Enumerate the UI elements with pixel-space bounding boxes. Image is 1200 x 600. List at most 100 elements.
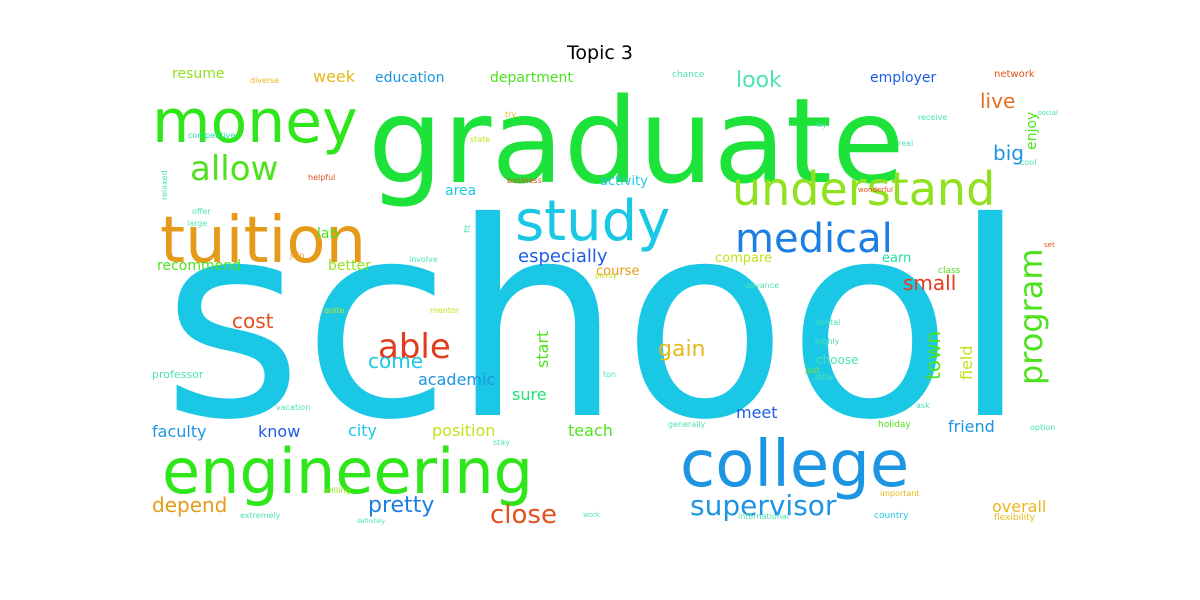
word-competitive: competitive [188, 131, 236, 140]
word-medical: medical [735, 216, 893, 262]
word-college: college [680, 428, 909, 502]
word-set: set [1044, 241, 1055, 249]
word-class: class [938, 266, 961, 276]
word-try: try [505, 110, 516, 119]
word-meet: meet [736, 403, 778, 422]
word-allow: allow [190, 149, 278, 189]
word-generally: generally [668, 420, 706, 429]
word-depend: depend [152, 493, 227, 517]
word-extremely: extremely [240, 511, 281, 520]
word-lab: lab [317, 226, 338, 242]
word-engineering: engineering [162, 435, 533, 508]
word-department: department [490, 70, 573, 86]
word-especially: especially [518, 246, 608, 267]
word-real: real [898, 139, 913, 148]
word-area: area [445, 183, 476, 199]
word-quite: quite [324, 306, 345, 315]
word-graduate: graduate [368, 72, 905, 210]
word-pretty: pretty [368, 493, 434, 518]
word-close: close [490, 500, 557, 530]
word-city: city [348, 421, 377, 440]
word-look: look [736, 68, 782, 93]
word-ask: ask [916, 401, 930, 410]
word-involve: involve [409, 255, 438, 264]
word-option: option [1030, 423, 1055, 432]
word-little: little [815, 373, 833, 382]
word-compare: compare [715, 251, 772, 266]
word-work: work [583, 511, 601, 519]
word-course: course [596, 264, 639, 279]
word-offer: offer [192, 207, 211, 216]
word-tuition: tuition [160, 204, 366, 278]
word-start: start [533, 331, 552, 368]
word-position: position [432, 421, 495, 440]
word-important: important [880, 489, 920, 498]
word-recommend: recommend [157, 258, 241, 274]
word-resume: resume [172, 66, 224, 82]
word-advance: advance [745, 281, 779, 290]
word-activity: activity [600, 174, 648, 189]
word-field: field [957, 345, 976, 380]
word-holiday: holiday [878, 420, 911, 430]
word-mentor: mentor [430, 306, 460, 315]
word-understand: understand [732, 162, 995, 216]
word-program: program [1012, 248, 1050, 385]
word-faculty: faculty [152, 422, 207, 441]
word-chance: chance [672, 70, 705, 80]
word-join: join [289, 251, 304, 260]
word-supervisor: supervisor [690, 489, 837, 522]
word-enjoy: enjoy [1024, 112, 1040, 150]
word-relaxed: relaxed [160, 170, 169, 200]
word-willing: willing [325, 486, 351, 495]
word-study: study [515, 189, 670, 254]
word-lay: lay [815, 120, 827, 129]
word-better: better [328, 258, 371, 274]
word-definitely: definitely [357, 518, 385, 525]
word-week: week [313, 67, 356, 86]
word-plenty: plenty [595, 272, 617, 280]
cloud-background [152, 65, 1048, 523]
word-know: know [258, 422, 300, 441]
word-vacation: vacation [276, 403, 310, 412]
word-overall: overall [992, 497, 1046, 516]
word-just: just [804, 366, 820, 375]
word-able: able [378, 327, 451, 367]
word-large: large [187, 219, 207, 228]
word-teach: teach [568, 421, 613, 440]
word-education: education [375, 70, 444, 86]
word-highly: highly [815, 337, 840, 346]
word-ton: ton [603, 370, 616, 379]
word-employer: employer [870, 70, 936, 86]
word-come: come [368, 349, 423, 373]
word-friend: friend [948, 417, 995, 436]
word-choose: choose [816, 353, 859, 367]
word-money: money [152, 87, 358, 157]
word-big: big [993, 141, 1024, 165]
word-business: business [507, 176, 542, 185]
word-wonderful: wonderful [858, 186, 893, 194]
word-flexibility: flexibility [994, 513, 1036, 523]
word-fit: fit [463, 225, 472, 233]
word-stay: stay [493, 438, 510, 447]
word-school: school [162, 164, 1028, 479]
word-country: country [874, 511, 909, 521]
word-dental: dental [815, 318, 840, 327]
word-helpful: helpful [308, 173, 335, 182]
word-live: live [980, 89, 1015, 113]
word-social: social [1038, 109, 1058, 117]
word-small: small [903, 271, 956, 295]
word-state: state [470, 135, 490, 144]
word-network: network [994, 69, 1035, 80]
word-gain: gain [658, 337, 706, 362]
chart-title: Topic 3 [567, 42, 633, 64]
word-diverse: diverse [250, 76, 279, 85]
word-sure: sure [512, 385, 547, 404]
word-town: town [921, 331, 945, 380]
word-international: international [738, 512, 789, 521]
word-professor: professor [152, 368, 204, 381]
word-earn: earn [882, 251, 911, 266]
word-receive: receive [918, 113, 947, 122]
word-academic: academic [418, 370, 495, 389]
word-cost: cost [232, 309, 274, 333]
